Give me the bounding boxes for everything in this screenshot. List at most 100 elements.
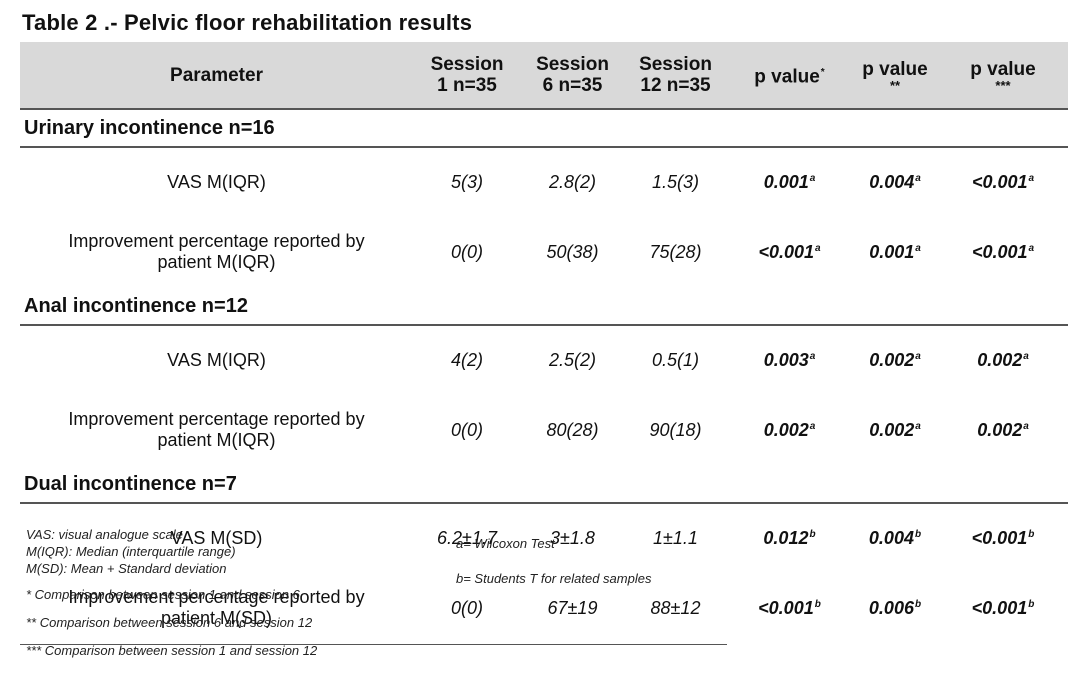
session-1-value: 0(0) <box>450 419 483 440</box>
parameter-label: VAS M(SD) <box>170 527 263 548</box>
p-value-2-cell: 0.002a <box>852 394 938 466</box>
header-p-value-3: p value *** <box>938 42 1068 110</box>
session-1-value: 4(2) <box>450 349 483 370</box>
p-value-3-cell: <0.001a <box>938 147 1068 216</box>
p-value-2-test-marker: a <box>915 350 921 362</box>
parameter-label: patient M(IQR) <box>157 252 276 272</box>
p-value-1: 0.001 <box>763 171 809 192</box>
parameter-label: Improvement percentage reported by <box>68 231 365 251</box>
p-value-3: <0.001 <box>971 171 1028 192</box>
p-value-3: 0.002 <box>977 419 1023 440</box>
header-p-value-2-stars: ** <box>889 77 901 93</box>
session-1-value: 0(0) <box>450 241 483 262</box>
p-value-3: <0.001 <box>971 241 1028 262</box>
table-row: VAS M(IQR) 5(3) 2.8(2) 1.5(3) 0.001a 0.004a <0… <box>20 147 1068 216</box>
p-value-3-test-marker: a <box>1028 172 1035 184</box>
p-value-1-cell: 0.001a <box>727 147 852 216</box>
p-value-3-test-marker: a <box>1028 242 1035 254</box>
test-legend: a= Wilcoxon Test b= Students T for relat… <box>456 536 651 586</box>
header-session-1-line2: 1 n=35 <box>437 75 497 96</box>
test-legend-a: a= Wilcoxon Test <box>456 536 555 551</box>
results-table: Parameter Session 1 n=35 Session 6 n=35 … <box>20 42 1068 645</box>
p-value-3: <0.001 <box>971 597 1028 618</box>
p-value-1-test-marker: a <box>815 242 821 254</box>
session-6-value: 3±1.8 <box>550 527 595 548</box>
p-value-2-cell: 0.001a <box>852 216 938 288</box>
p-value-1: <0.001 <box>758 241 814 262</box>
p-value-2-test-marker: a <box>915 172 921 184</box>
p-value-2: 0.006 <box>868 597 914 618</box>
p-value-3-test-marker: b <box>1028 528 1035 540</box>
section-row: Dual incontinence n=7 <box>20 466 1068 504</box>
parameter-label: Improvement percentage reported by <box>68 587 365 607</box>
p-value-2-test-marker: a <box>915 420 921 432</box>
p-value-2: 0.001 <box>869 241 915 262</box>
p-value-3-cell: 0.002a <box>938 325 1068 394</box>
p-value-2: 0.004 <box>869 171 915 192</box>
footnote-abbr-iqr: M(IQR): Median (interquartile range) <box>26 544 236 559</box>
parameter-cell: Improvement percentage reported by patien… <box>20 216 413 288</box>
header-session-1: Session 1 n=35 <box>413 42 521 110</box>
parameter-label: patient M(SD) <box>160 608 273 628</box>
table-row: VAS M(SD) 6.2±1.7 3±1.8 1±1.1 0.012b 0.004b <0… <box>20 503 1068 572</box>
parameter-label: VAS M(IQR) <box>167 171 266 192</box>
p-value-1: <0.001 <box>758 597 814 618</box>
parameter-label: Improvement percentage reported by <box>68 409 365 429</box>
section-title: Anal incontinence n=12 <box>20 288 1068 326</box>
p-value-1-cell: 0.012b <box>727 503 852 572</box>
table-title: Table 2 .- Pelvic floor rehabilitation r… <box>22 10 473 35</box>
p-value-3: 0.002 <box>977 349 1023 370</box>
header-session-12-line1: Session <box>639 54 712 75</box>
header-session-12-line2: 12 n=35 <box>640 75 711 96</box>
p-value-1-test-marker: a <box>809 420 816 432</box>
p-value-3-cell: <0.001b <box>938 503 1068 572</box>
session-1-value: 5(3) <box>450 171 483 192</box>
session-12-value: 0.5(1) <box>651 349 700 370</box>
p-value-1-cell: 0.003a <box>727 325 852 394</box>
p-value-3: <0.001 <box>971 527 1028 548</box>
results-table-container: Parameter Session 1 n=35 Session 6 n=35 … <box>20 42 1068 645</box>
header-p-value-3-label: p value <box>970 58 1036 80</box>
section-row: Urinary incontinence n=16 <box>20 109 1068 148</box>
p-value-1-cell: <0.001a <box>727 216 852 288</box>
header-session-6-line2: 6 n=35 <box>542 75 603 96</box>
footnote-abbr-vas: VAS: visual analogue scale <box>26 527 183 542</box>
p-value-3-test-marker: a <box>1023 350 1029 362</box>
p-value-2: 0.004 <box>868 527 914 548</box>
p-value-2-cell: 0.004a <box>852 147 938 216</box>
header-p-value-1-label: p value <box>754 66 820 88</box>
header-p-value-2: p value ** <box>852 42 938 110</box>
header-session-12: Session 12 n=35 <box>624 42 727 110</box>
header-p-value-1: p value* <box>727 42 852 110</box>
p-value-1: 0.003 <box>763 349 809 370</box>
p-value-2-cell: 0.006b <box>852 572 938 645</box>
session-1-value: 0(0) <box>413 572 521 645</box>
footnote-comparison-3: *** Comparison between session 1 and ses… <box>26 643 318 658</box>
p-value-3-test-marker: a <box>1023 420 1029 432</box>
p-value-2-test-marker: a <box>915 242 921 254</box>
session-12-value: 88±12 <box>624 572 727 645</box>
section-row: Anal incontinence n=12 <box>20 288 1068 326</box>
parameter-cell: Improvement percentage reported by patien… <box>20 394 413 466</box>
table-row: Improvement percentage reported by patien… <box>20 394 1068 466</box>
session-12-value: 90(18) <box>649 419 702 440</box>
p-value-2-cell: 0.002a <box>852 325 938 394</box>
p-value-3-cell: <0.001a <box>938 216 1068 288</box>
table-body: Urinary incontinence n=16 VAS M(IQR) 5(3) 2… <box>20 109 1068 645</box>
parameter-label: patient M(IQR) <box>157 430 276 450</box>
p-value-2-test-marker: b <box>914 598 922 610</box>
p-value-3-test-marker: b <box>1028 598 1035 610</box>
header-p-value-1-stars: * <box>820 67 825 79</box>
session-12-value: 1±1.1 <box>653 527 698 548</box>
session-6-value: 50(38) <box>546 241 599 262</box>
parameter-cell: VAS M(IQR) <box>20 147 413 216</box>
header-p-value-3-stars: *** <box>995 77 1011 93</box>
table-row: Improvement percentage reported by patien… <box>20 572 1068 645</box>
session-6-value: 2.5(2) <box>548 349 597 370</box>
p-value-1-test-marker: b <box>809 528 816 540</box>
footnote-abbr-sd: M(SD): Mean + Standard deviation <box>26 561 227 576</box>
session-12-value: 1.5(3) <box>651 171 700 192</box>
p-value-1-test-marker: a <box>809 172 816 184</box>
parameter-label: VAS M(IQR) <box>167 349 266 370</box>
table-row: Improvement percentage reported by patien… <box>20 216 1068 288</box>
